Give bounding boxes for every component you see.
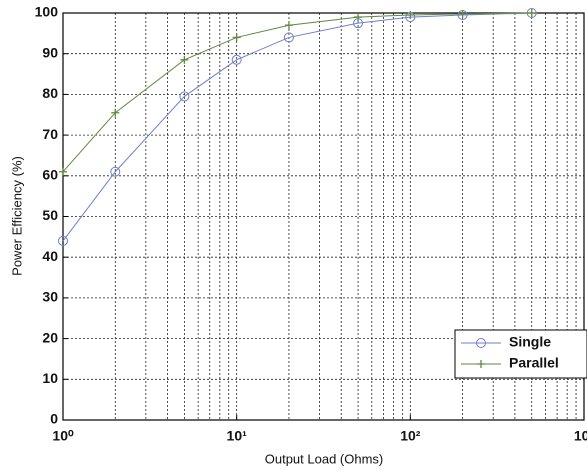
marker [179, 91, 190, 102]
y-tick-label: 90 [42, 44, 58, 60]
marker [476, 338, 486, 348]
x-tick-label: 10² [400, 428, 421, 444]
legend-label: Parallel [509, 355, 559, 371]
legend-box [454, 329, 587, 379]
marker [283, 32, 294, 43]
legend: Single Parallel [454, 329, 587, 379]
y-tick-label: 100 [35, 4, 59, 20]
y-tick-label: 70 [42, 126, 58, 142]
marker [354, 13, 363, 22]
y-axis-title: Power Efficiency (%) [9, 156, 24, 276]
x-tick-label: 10³ [574, 428, 587, 444]
marker [58, 235, 68, 246]
marker [232, 33, 241, 42]
marker [458, 9, 467, 18]
marker [180, 55, 189, 64]
x-tick-label: 10¹ [227, 428, 248, 444]
marker [110, 166, 121, 177]
x-axis-title: Output Load (Ohms) [265, 451, 384, 466]
marker [406, 11, 415, 20]
y-tick-label: 40 [42, 248, 58, 264]
marker [284, 21, 293, 30]
y-tick-label: 10 [42, 370, 58, 386]
y-tick-label: 20 [42, 329, 58, 345]
x-tick-label: 10⁰ [52, 428, 74, 444]
y-tick-label: 80 [42, 85, 58, 101]
y-tick-label: 30 [42, 289, 58, 305]
series-line [62, 12, 532, 173]
plot-frame [62, 12, 585, 421]
y-tick-label: 0 [50, 411, 58, 427]
marker [59, 167, 67, 176]
series-line [62, 12, 532, 242]
marker [111, 108, 120, 117]
marker [527, 9, 536, 17]
legend-label: Single [509, 334, 551, 350]
marker [231, 54, 242, 65]
y-tick-label: 50 [42, 207, 58, 223]
marker [477, 360, 485, 368]
y-tick-label: 60 [42, 167, 58, 183]
